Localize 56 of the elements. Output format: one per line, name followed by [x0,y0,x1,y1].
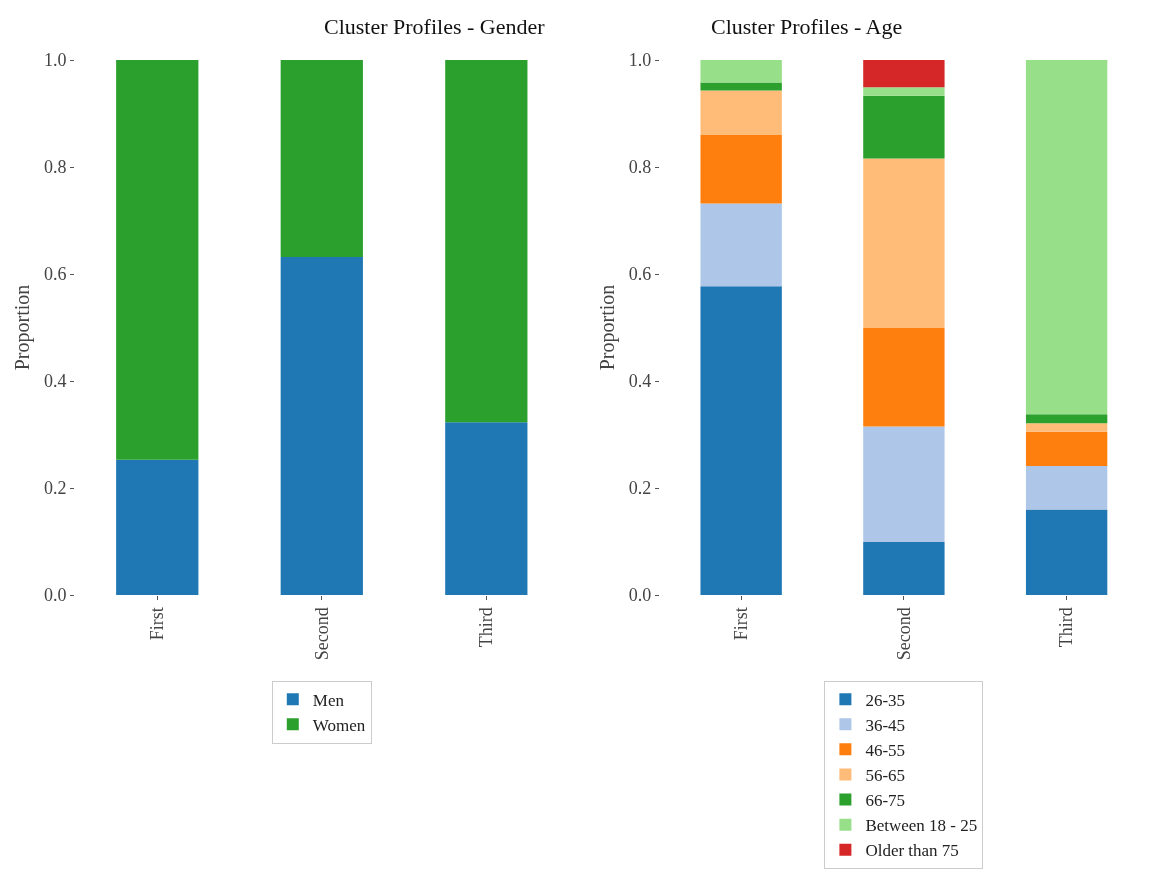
chart-title: Cluster Profiles - Gender [324,14,546,39]
y-tick-label: 0.0 [628,585,652,606]
bar [863,87,945,96]
bar [700,134,782,204]
bar [1025,431,1108,467]
y-axis-title: Proportion [596,284,620,371]
bar [700,203,782,287]
bar [700,60,782,83]
bar [1025,509,1108,595]
bar [1025,60,1108,415]
y-tick-label: 0.8 [43,157,67,178]
legend-label: 46-55 [865,740,906,760]
y-tick-label: 0.8 [628,157,652,178]
bar [116,459,199,595]
legend-label: 36-45 [865,715,906,735]
y-tick-label: 0.6 [628,264,652,285]
x-tick-label: Second [893,607,914,661]
bar [1025,414,1108,424]
y-axis-title: Proportion [11,284,35,371]
bar [863,328,945,427]
y-tick-label: 1.0 [628,50,652,71]
bar [116,60,199,460]
y-tick-label: 0.2 [43,478,67,499]
bar [280,60,363,257]
bar [700,90,782,135]
legend-label: Between 18 - 25 [865,816,978,836]
legend-label: 66-75 [865,791,906,811]
legend-label: 26-35 [865,690,906,710]
y-tick-label: 0.6 [43,264,67,285]
y-tick-label: 0.2 [628,478,652,499]
bar [1025,423,1108,432]
bar [863,542,945,595]
bar [863,158,945,329]
y-tick-label: 0.0 [43,585,67,606]
bar [863,60,945,88]
x-tick-label: First [147,607,168,641]
bar [445,422,528,595]
bar [863,426,945,543]
legend-label: Older than 75 [865,841,959,861]
x-tick-label: First [731,607,752,641]
chart-title: Cluster Profiles - Age [711,14,903,39]
legend-label: Men [312,690,345,710]
legend-label: 56-65 [865,766,906,786]
bar [445,60,528,423]
bar [700,82,782,91]
bar [700,286,782,595]
x-tick-label: Third [1056,607,1077,648]
x-tick-label: Second [311,607,332,661]
legend-label: Women [312,715,366,735]
bar [280,256,363,595]
bar [863,95,945,159]
y-tick-label: 0.4 [628,371,652,392]
y-tick-label: 1.0 [43,50,67,71]
x-tick-label: Third [476,607,497,648]
bar [1025,466,1108,510]
y-tick-label: 0.4 [43,371,67,392]
